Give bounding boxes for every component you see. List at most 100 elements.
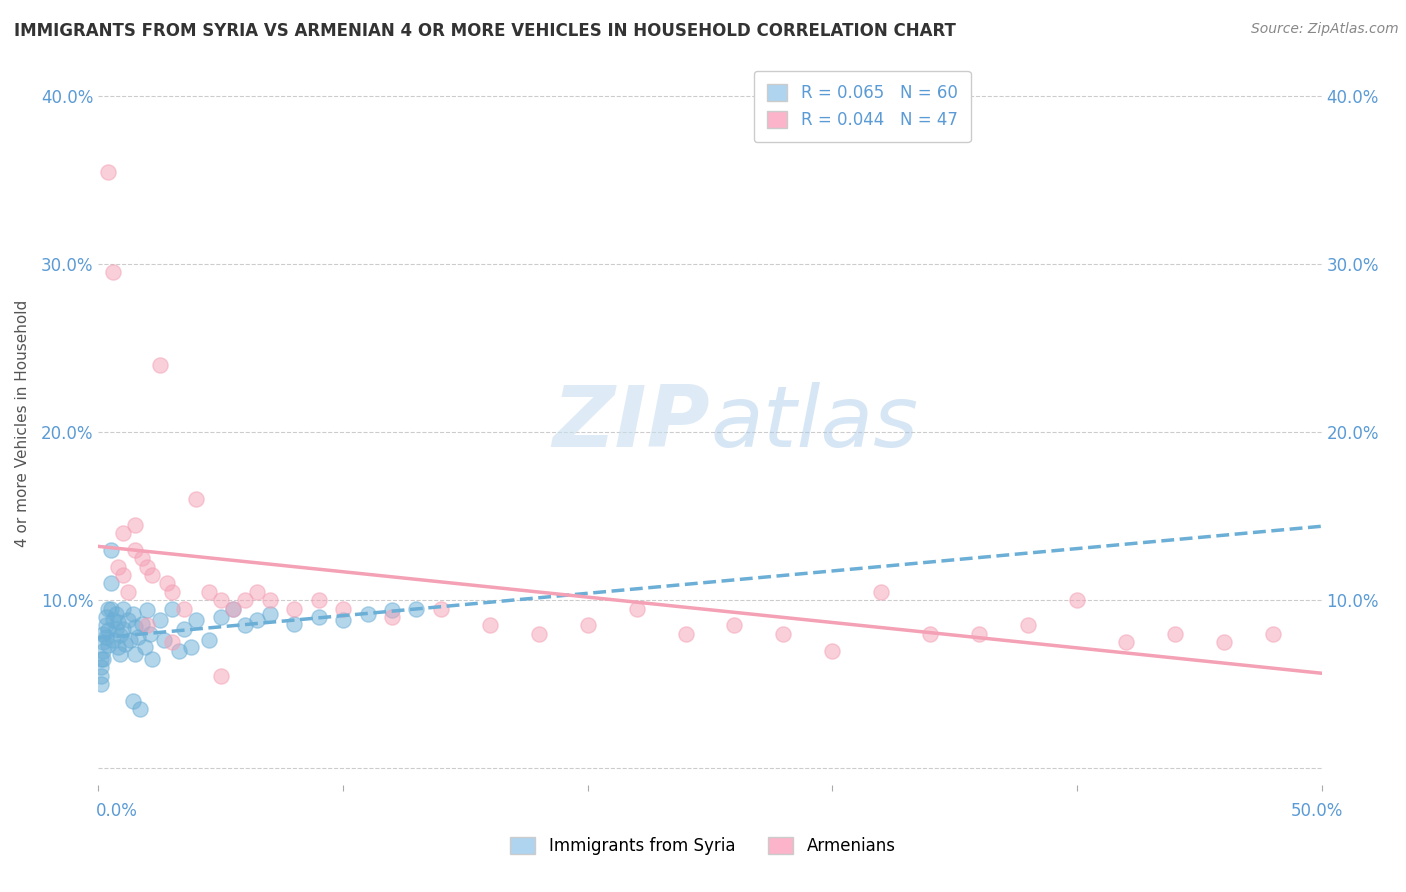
Point [94,618,117,632]
Point [139,626,162,640]
Legend: Immigrants from Syria, Armenians: Immigrants from Syria, Armenians [503,830,903,862]
Point [127,630,149,644]
Point [1017,618,1039,632]
Point [160,635,183,649]
Point [160,584,183,599]
Point [209,610,232,624]
Point [246,584,269,599]
Point [117,584,139,599]
Point [332,613,354,627]
Point [156,576,179,591]
Text: 50.0%: 50.0% [1291,802,1343,820]
Point [233,593,256,607]
Point [110,628,132,642]
Point [1115,635,1137,649]
Point [259,607,281,621]
Point [136,603,159,617]
Point [101,613,124,627]
Point [967,626,990,640]
Point [111,601,134,615]
Point [97,624,120,638]
Point [405,601,427,615]
Point [626,601,648,615]
Point [308,610,330,624]
Point [527,626,550,640]
Point [91,643,114,657]
Point [124,542,146,557]
Point [91,652,114,666]
Point [94,610,117,624]
Point [1164,626,1187,640]
Point [124,517,146,532]
Point [259,593,281,607]
Point [1212,635,1234,649]
Point [107,615,129,629]
Point [870,584,893,599]
Point [246,613,269,627]
Point [97,639,120,653]
Point [141,568,163,582]
Point [90,677,112,691]
Point [124,647,146,661]
Point [209,669,232,683]
Point [110,647,132,661]
Point [723,618,745,632]
Point [167,643,190,657]
Legend: R = 0.065   N = 60, R = 0.044   N = 47: R = 0.065 N = 60, R = 0.044 N = 47 [754,70,970,142]
Point [111,568,134,582]
Point [90,652,112,666]
Point [186,492,208,507]
Point [91,635,114,649]
Point [100,542,122,557]
Y-axis label: 4 or more Vehicles in Household: 4 or more Vehicles in Household [15,300,30,548]
Point [381,610,404,624]
Point [186,613,208,627]
Point [117,613,139,627]
Point [101,633,124,648]
Point [356,607,378,621]
Point [381,603,404,617]
Point [283,601,305,615]
Point [149,358,172,372]
Point [233,618,256,632]
Point [821,643,844,657]
Point [173,601,195,615]
Point [121,694,143,708]
Point [100,576,122,591]
Point [97,601,120,615]
Point [197,584,219,599]
Point [131,551,153,566]
Point [173,622,195,636]
Point [131,616,153,631]
Text: 0.0%: 0.0% [96,802,138,820]
Point [149,613,172,627]
Point [209,593,232,607]
Point [97,164,120,178]
Point [104,622,127,636]
Point [332,601,354,615]
Point [160,601,183,615]
Point [920,626,942,640]
Point [222,601,245,615]
Point [100,601,122,615]
Point [94,630,117,644]
Point [124,620,146,634]
Point [90,669,112,683]
Text: atlas: atlas [710,382,918,466]
Point [180,640,202,655]
Point [478,618,501,632]
Point [90,660,112,674]
Text: IMMIGRANTS FROM SYRIA VS ARMENIAN 4 OR MORE VEHICLES IN HOUSEHOLD CORRELATION CH: IMMIGRANTS FROM SYRIA VS ARMENIAN 4 OR M… [14,22,956,40]
Point [576,618,599,632]
Point [1066,593,1088,607]
Point [104,607,127,621]
Point [222,601,245,615]
Point [107,640,129,655]
Point [1261,626,1284,640]
Point [111,622,134,636]
Point [91,626,114,640]
Point [197,633,219,648]
Text: Source: ZipAtlas.com: Source: ZipAtlas.com [1251,22,1399,37]
Text: ZIP: ZIP [553,382,710,466]
Point [134,640,156,655]
